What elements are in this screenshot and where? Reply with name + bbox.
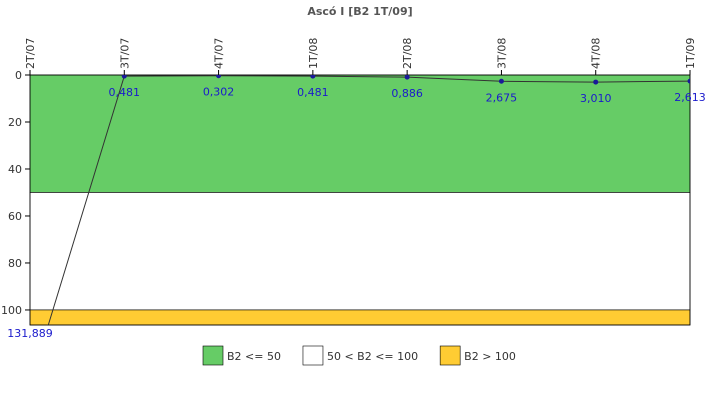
- legend: B2 <= 50 50 < B2 <= 100 B2 > 100: [202, 345, 516, 366]
- chart-title: Ascó I [B2 1T/09]: [307, 5, 412, 18]
- x-tick-label: 3T/08: [495, 38, 508, 69]
- point: [121, 75, 127, 79]
- x-tick-label: 4T/08: [590, 38, 603, 69]
- legend-label: B2 <= 50: [227, 350, 281, 363]
- point: [216, 75, 222, 79]
- value-label: 0,886: [391, 87, 423, 100]
- legend-label: 50 < B2 <= 100: [327, 350, 418, 363]
- point: [404, 75, 410, 80]
- plot: [28, 75, 690, 387]
- point: [310, 75, 316, 79]
- value-label: 3,010: [580, 92, 612, 105]
- y-tick-label: 40: [8, 163, 22, 176]
- x-tick-label: 4T/07: [213, 38, 226, 69]
- plot-frame: [29, 74, 691, 326]
- legend-swatch: [302, 345, 324, 366]
- x-tick-label: 3T/07: [118, 38, 131, 69]
- y-tick-label: 20: [8, 116, 22, 129]
- value-label: 0,302: [203, 86, 235, 99]
- legend-swatch: [202, 345, 224, 366]
- labels: 131,889 0,481 0,302 0,481 0,886 2,675 3,010 2,6…: [7, 86, 706, 340]
- x-tick-label: 1T/09: [684, 38, 697, 69]
- value-label: 0,481: [109, 86, 141, 99]
- point: [687, 78, 690, 84]
- point: [28, 382, 33, 387]
- x-tick-label: 2T/07: [24, 38, 37, 69]
- band: [29, 309, 691, 326]
- y-tick-label: 80: [8, 257, 22, 270]
- value-label: 2,613: [674, 91, 706, 104]
- x-tick-label: 1T/08: [307, 38, 320, 69]
- point: [498, 78, 504, 84]
- legend-label: B2 > 100: [464, 350, 516, 363]
- y-tick-label: 0: [15, 69, 22, 82]
- band: [29, 192, 691, 311]
- value-label: 2,675: [486, 91, 518, 104]
- line: [47, 75, 690, 325]
- y-tick-label: 60: [8, 210, 22, 223]
- value-label: 131,889: [7, 327, 53, 340]
- value-label: 0,481: [297, 86, 329, 99]
- band: [29, 74, 691, 193]
- axes: 0 20 40 60 80 100 2T/07 3T/07 4T/07 1T/08 2T/08 3T/…: [1, 38, 697, 326]
- y-tick-label: 100: [1, 304, 22, 317]
- legend-swatch: [439, 345, 461, 366]
- bands: [29, 74, 691, 326]
- point: [593, 79, 599, 85]
- x-tick-label: 2T/08: [401, 38, 414, 69]
